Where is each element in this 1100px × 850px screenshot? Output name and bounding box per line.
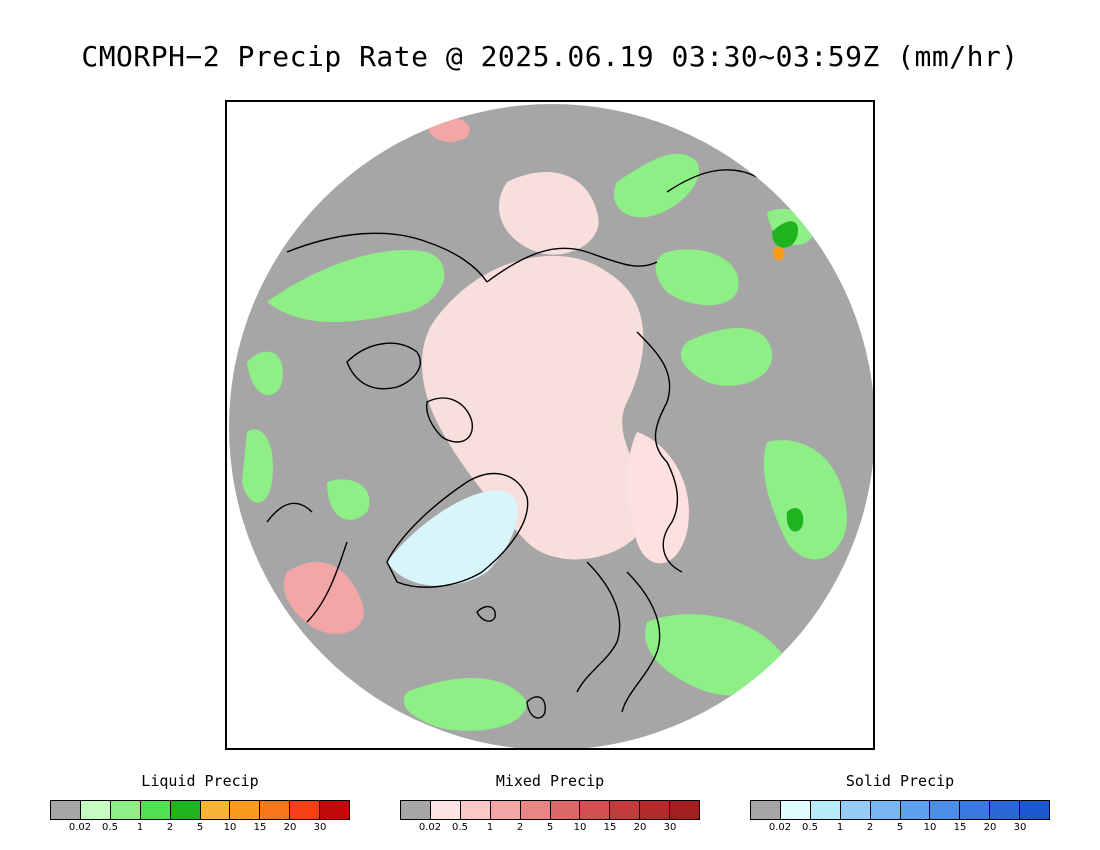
legend-tick-label: 5 bbox=[196, 822, 204, 833]
legend-tick-label: 15 bbox=[253, 822, 267, 833]
legend-tick-label: 1 bbox=[836, 822, 844, 833]
legend-tick-label: 1 bbox=[136, 822, 144, 833]
legend-tick-label: 0.5 bbox=[452, 822, 468, 833]
legend-swatch bbox=[751, 801, 781, 819]
legend-swatch bbox=[1020, 801, 1050, 819]
legend-tick-label: 0.02 bbox=[418, 822, 442, 833]
legend-swatch bbox=[260, 801, 291, 819]
legend-swatch bbox=[140, 801, 171, 819]
polar-map bbox=[225, 100, 875, 750]
legend-tick-label: 10 bbox=[573, 822, 587, 833]
legend-swatch bbox=[840, 801, 871, 819]
legend-swatch bbox=[870, 801, 901, 819]
legend-tick-label: 30 bbox=[1013, 822, 1027, 833]
coastlines bbox=[266, 169, 758, 719]
legend-colorbar bbox=[750, 800, 1050, 820]
legend-title: Mixed Precip bbox=[495, 772, 605, 790]
legend-tick-label: 2 bbox=[166, 822, 174, 833]
legend-swatch bbox=[900, 801, 931, 819]
page-title: CMORPH−2 Precip Rate @ 2025.06.19 03:30~… bbox=[81, 40, 1019, 73]
legend-swatch bbox=[170, 801, 201, 819]
legend-mixed-precip: Mixed Precip 0.02 0.5 1 2 5 10 15 20 30 bbox=[400, 772, 700, 842]
legend-swatch bbox=[401, 801, 431, 819]
legend-tick-label: 30 bbox=[313, 822, 327, 833]
legend-swatch bbox=[200, 801, 231, 819]
legend-tick-label: 20 bbox=[283, 822, 297, 833]
legend-swatch bbox=[550, 801, 581, 819]
legend-tick-label: 20 bbox=[633, 822, 647, 833]
legend-tick-label: 2 bbox=[516, 822, 524, 833]
legend-ticks: 0.02 0.5 1 2 5 10 15 20 30 bbox=[400, 822, 700, 836]
legend-solid-precip: Solid Precip 0.02 0.5 1 2 5 10 15 20 30 bbox=[750, 772, 1050, 842]
mixed-precip-atlantic bbox=[283, 562, 364, 634]
legend-tick-label: 0.02 bbox=[68, 822, 92, 833]
legend-swatch bbox=[460, 801, 491, 819]
legend-swatch bbox=[520, 801, 551, 819]
legend-colorbar bbox=[50, 800, 350, 820]
legend-swatch bbox=[960, 801, 991, 819]
legend-swatch bbox=[110, 801, 141, 819]
legend-swatch bbox=[780, 801, 811, 819]
legend-swatch bbox=[990, 801, 1021, 819]
legend-ticks: 0.02 0.5 1 2 5 10 15 20 30 bbox=[50, 822, 350, 836]
legend-title: Solid Precip bbox=[845, 772, 955, 790]
legend-tick-label: 1 bbox=[486, 822, 494, 833]
legend-swatch bbox=[51, 801, 81, 819]
legend-swatch bbox=[290, 801, 321, 819]
legend-tick-label: 0.02 bbox=[768, 822, 792, 833]
legend-tick-label: 10 bbox=[223, 822, 237, 833]
legend-tick-label: 10 bbox=[923, 822, 937, 833]
liquid-precip-orange bbox=[772, 247, 785, 261]
legend-swatch bbox=[580, 801, 611, 819]
legend-swatch bbox=[430, 801, 461, 819]
legend-swatch bbox=[670, 801, 700, 819]
legend-swatch bbox=[810, 801, 841, 819]
liquid-precip-heavy bbox=[772, 221, 804, 532]
legend-liquid-precip: Liquid Precip 0.02 0.5 1 2 5 10 15 20 30 bbox=[50, 772, 350, 842]
legend-swatch bbox=[80, 801, 111, 819]
mixed-precip-arctic bbox=[422, 255, 649, 560]
legend-tick-label: 20 bbox=[983, 822, 997, 833]
legend-tick-label: 2 bbox=[866, 822, 874, 833]
legend-swatch bbox=[610, 801, 641, 819]
legend-tick-label: 5 bbox=[546, 822, 554, 833]
legend-tick-label: 15 bbox=[953, 822, 967, 833]
legend-swatch bbox=[490, 801, 521, 819]
legend-tick-label: 15 bbox=[603, 822, 617, 833]
legend-tick-label: 5 bbox=[896, 822, 904, 833]
mixed-precip-north bbox=[498, 172, 599, 255]
mixed-precip-greenland-sea bbox=[627, 432, 689, 564]
legend-tick-label: 0.5 bbox=[102, 822, 118, 833]
legend-tick-label: 0.5 bbox=[802, 822, 818, 833]
legend-swatch bbox=[930, 801, 961, 819]
legend-swatch bbox=[640, 801, 671, 819]
liquid-precip-patches bbox=[242, 153, 847, 731]
legend-colorbar bbox=[400, 800, 700, 820]
legend-title: Liquid Precip bbox=[141, 772, 259, 790]
legend-tick-label: 30 bbox=[663, 822, 677, 833]
legend-ticks: 0.02 0.5 1 2 5 10 15 20 30 bbox=[750, 822, 1050, 836]
solid-precip-greenland bbox=[387, 490, 518, 586]
polar-map-canvas bbox=[229, 104, 873, 748]
legend-swatch bbox=[320, 801, 350, 819]
legend-swatch bbox=[230, 801, 261, 819]
